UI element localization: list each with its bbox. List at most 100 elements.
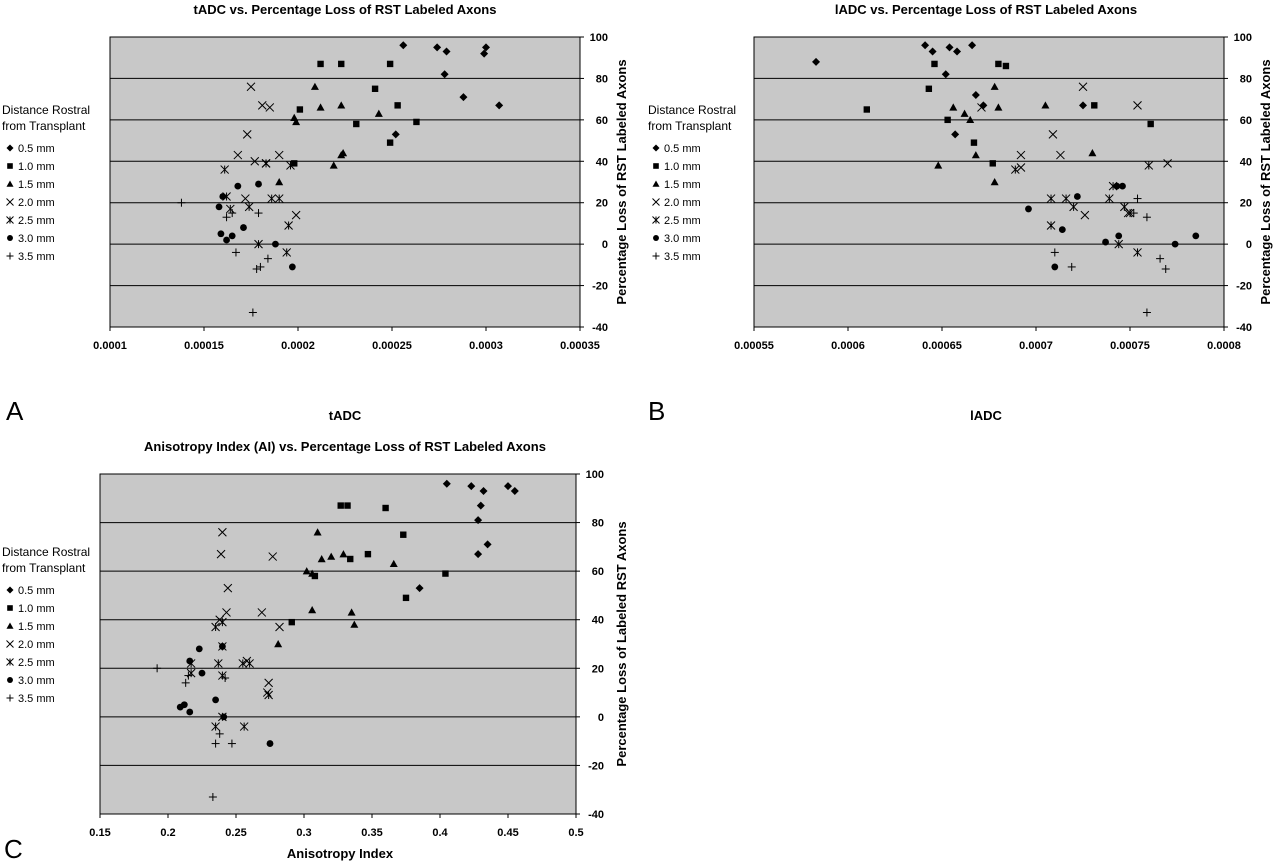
data-point (474, 516, 483, 525)
data-point (353, 120, 360, 128)
panel-letter: B (648, 396, 665, 426)
data-point (925, 85, 933, 92)
x-tick-label: 0.2 (160, 827, 175, 839)
data-point (1080, 210, 1090, 220)
legend-title: Distance Rostral (2, 545, 90, 559)
data-point (374, 109, 383, 117)
data-point (1050, 248, 1059, 257)
plot-area (109, 36, 581, 328)
data-point (921, 41, 930, 50)
data-point (218, 617, 227, 627)
data-point (275, 178, 284, 186)
data-point (415, 584, 424, 593)
y-tick-label: 60 (1240, 115, 1252, 127)
series-3-0-mm (176, 643, 274, 747)
legend-marker-circle (7, 677, 13, 683)
data-point (1104, 194, 1114, 203)
series-1-5-mm (274, 528, 398, 648)
legend-title: Distance Rostral (2, 103, 90, 117)
data-point (966, 115, 975, 124)
data-point (990, 82, 999, 90)
x-tick-label: 0.15 (89, 827, 110, 839)
data-point (1041, 101, 1050, 109)
data-point (221, 674, 230, 682)
data-point (482, 43, 490, 52)
legend-marker-diamond (6, 144, 14, 152)
legend: Distance Rostral from Transplant 0.5 mm 1.0… (2, 545, 90, 705)
x-tick-label: 0.0003 (469, 340, 503, 352)
series-1-5-mm (934, 82, 1097, 186)
data-point (402, 594, 410, 602)
data-point (153, 664, 162, 673)
plot-area (753, 36, 1225, 328)
data-point (1142, 213, 1151, 222)
data-point (308, 606, 317, 614)
data-point (1016, 163, 1026, 172)
data-point (222, 608, 231, 617)
chart-panel-a: -40 -20 0 20 40 60 80 100 0.0001 0.00015 0.0002 0.0… (2, 2, 629, 426)
data-point (386, 139, 394, 146)
data-point (394, 102, 401, 109)
x-tick-label: 0.0002 (281, 340, 315, 352)
data-point (228, 232, 236, 240)
legend-marker-circle (7, 235, 13, 241)
data-point (504, 482, 512, 491)
y-tick-label: -20 (588, 760, 604, 772)
y-tick-label: 80 (1240, 73, 1252, 85)
data-point (267, 194, 277, 203)
data-point (1025, 205, 1032, 213)
data-point (233, 150, 243, 160)
data-point (250, 156, 260, 166)
data-point (1133, 248, 1142, 257)
data-point (255, 180, 262, 188)
data-point (495, 101, 504, 110)
data-point (347, 555, 354, 563)
x-tick-label: 0.00075 (1110, 340, 1150, 352)
data-point (195, 645, 203, 653)
data-point (960, 109, 969, 117)
data-point (329, 161, 338, 169)
data-point (291, 160, 298, 167)
data-point (252, 265, 261, 273)
y-tick-label: 80 (596, 73, 608, 85)
legend-marker-asterisk (6, 658, 14, 666)
data-point (241, 194, 250, 203)
data-point (228, 209, 237, 218)
legend-marker-square (7, 163, 13, 169)
data-point (177, 198, 186, 207)
y-tick-label: 0 (598, 712, 604, 724)
data-point (1102, 238, 1109, 246)
legend-marker-asterisk (6, 216, 14, 224)
legend-marker-circle (653, 235, 659, 241)
data-point (480, 49, 489, 58)
data-point (265, 103, 275, 112)
data-point (180, 701, 188, 709)
x-tick-label: 0.00065 (922, 340, 962, 352)
data-point (382, 504, 389, 512)
legend-label: 3.5 mm (18, 693, 55, 705)
x-tick-label: 0.00025 (372, 340, 412, 352)
x-tick-label: 0.35 (361, 827, 382, 839)
data-point (442, 47, 451, 56)
data-point (1046, 221, 1056, 230)
data-point (1067, 262, 1076, 271)
legend-label: 3.0 mm (18, 233, 55, 245)
data-point (186, 657, 194, 665)
data-point (1192, 232, 1200, 240)
data-point (1088, 149, 1097, 157)
data-point (184, 671, 193, 680)
data-point (263, 254, 272, 263)
legend-label: 0.5 mm (18, 143, 55, 155)
x-tick-label: 0.3 (296, 827, 311, 839)
chart-panel-c: -40 -20 0 20 40 60 80 100 0.15 0.2 0.25 0.3 0.35 0.4 0… (2, 439, 629, 864)
data-point (1129, 209, 1138, 218)
data-point (1002, 62, 1010, 70)
data-point (1078, 82, 1088, 92)
data-point (262, 688, 272, 697)
series-3-5-mm (153, 664, 236, 801)
legend-marker-triangle (6, 622, 14, 629)
legend-label: 2.0 mm (664, 197, 701, 209)
legend-title: from Transplant (2, 119, 86, 133)
data-point (239, 722, 249, 731)
y-tick-label: -40 (588, 809, 604, 821)
